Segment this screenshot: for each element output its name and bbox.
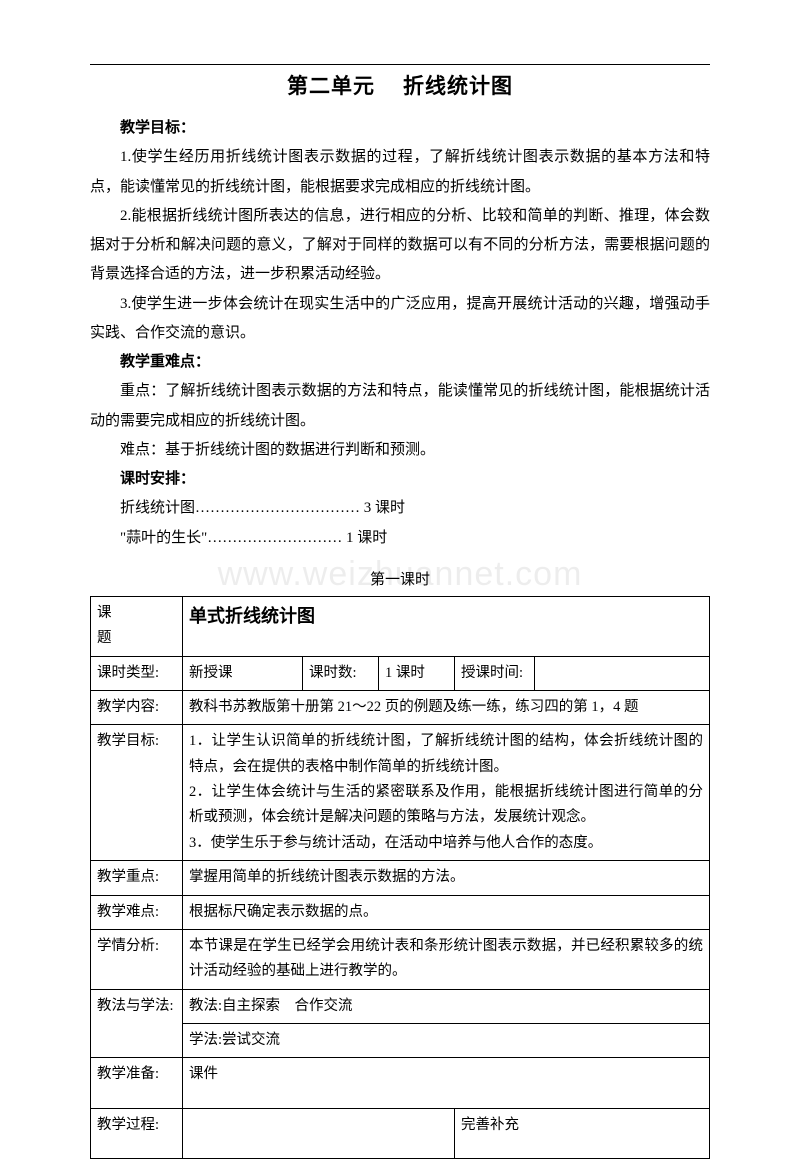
table-row: 课时类型: 新授课 课时数: 1 课时 授课时间: bbox=[91, 656, 710, 690]
cell-prep-value: 课件 bbox=[183, 1058, 710, 1108]
cell-keypoint-value: 掌握用简单的折线统计图表示数据的方法。 bbox=[183, 861, 710, 895]
cell-stu-label: 学情分析: bbox=[91, 929, 183, 989]
unit-title: 第二单元 折线统计图 bbox=[90, 70, 710, 100]
cell-prep-label: 教学准备: bbox=[91, 1058, 183, 1108]
heading-keydiff: 教学重难点： bbox=[90, 348, 710, 377]
cell-type-v1: 新授课 bbox=[183, 656, 303, 690]
cell-type-label: 课时类型: bbox=[91, 656, 183, 690]
topic-label-text: 课 题 bbox=[97, 605, 150, 646]
cell-stu-value: 本节课是在学生已经学会用统计表和条形统计图表示数据，并已经积累较多的统计活动经验… bbox=[183, 929, 710, 989]
goals-p3: 3.使学生进一步体会统计在现实生活中的广泛应用，提高开展统计活动的兴趣，增强动手… bbox=[90, 290, 710, 349]
table-row: 学情分析: 本节课是在学生已经学会用统计表和条形统计图表示数据，并已经积累较多的… bbox=[91, 929, 710, 989]
top-rule bbox=[90, 64, 710, 65]
goals-p2: 2.能根据折线统计图所表达的信息，进行相应的分析、比较和简单的判断、推理，体会数… bbox=[90, 202, 710, 290]
heading-goals: 教学目标： bbox=[90, 114, 710, 143]
table-row: 教学过程: 完善补充 bbox=[91, 1108, 710, 1158]
cell-topic-label: 课 题 bbox=[91, 596, 183, 656]
cell-method-label: 教法与学法: bbox=[91, 989, 183, 1058]
table-row: 教学准备: 课件 bbox=[91, 1058, 710, 1108]
lesson-number: 第一课时 bbox=[90, 567, 710, 594]
lesson-table: 课 题 单式折线统计图 课时类型: 新授课 课时数: 1 课时 授课时间: 教学… bbox=[90, 596, 710, 1159]
cell-goal-label: 教学目标: bbox=[91, 725, 183, 861]
table-row: 教学内容: 教科书苏教版第十册第 21～22 页的例题及练一练，练习四的第 1，… bbox=[91, 690, 710, 724]
schedule-line2: "蒜叶的生长"……………………… 1 课时 bbox=[90, 524, 710, 553]
table-row: 教学重点: 掌握用简单的折线统计图表示数据的方法。 bbox=[91, 861, 710, 895]
cell-type-c3: 授课时间: bbox=[455, 656, 535, 690]
title-part1: 第二单元 bbox=[287, 74, 375, 98]
cell-type-c2: 课时数: bbox=[303, 656, 379, 690]
keydiff-p2: 难点：基于折线统计图的数据进行判断和预测。 bbox=[90, 436, 710, 465]
table-row: 学法:尝试交流 bbox=[91, 1024, 710, 1058]
table-row: 教法与学法: 教法:自主探索 合作交流 bbox=[91, 989, 710, 1023]
cell-proc-label: 教学过程: bbox=[91, 1108, 183, 1158]
cell-method-v1: 教法:自主探索 合作交流 bbox=[183, 989, 710, 1023]
cell-proc-mid bbox=[183, 1108, 455, 1158]
topic-value-text: 单式折线统计图 bbox=[189, 606, 315, 626]
schedule-line1: 折线统计图…………………………… 3 课时 bbox=[90, 494, 710, 523]
table-row: 教学目标: 1．让学生认识简单的折线统计图，了解折线统计图的结构，体会折线统计图… bbox=[91, 725, 710, 861]
cell-goal-value: 1．让学生认识简单的折线统计图，了解折线统计图的结构，体会折线统计图的特点，会在… bbox=[183, 725, 710, 861]
cell-method-v2: 学法:尝试交流 bbox=[183, 1024, 710, 1058]
heading-schedule: 课时安排： bbox=[90, 465, 710, 494]
goals-p1: 1.使学生经历用折线统计图表示数据的过程，了解折线统计图表示数据的基本方法和特点… bbox=[90, 143, 710, 202]
cell-content-value: 教科书苏教版第十册第 21～22 页的例题及练一练，练习四的第 1，4 题 bbox=[183, 690, 710, 724]
cell-proc-right: 完善补充 bbox=[455, 1108, 710, 1158]
title-part2: 折线统计图 bbox=[403, 74, 513, 98]
keydiff-p1: 重点：了解折线统计图表示数据的方法和特点，能读懂常见的折线统计图，能根据统计活动… bbox=[90, 377, 710, 436]
cell-diff-label: 教学难点: bbox=[91, 895, 183, 929]
table-row: 教学难点: 根据标尺确定表示数据的点。 bbox=[91, 895, 710, 929]
cell-content-label: 教学内容: bbox=[91, 690, 183, 724]
page-content: 第二单元 折线统计图 教学目标： 1.使学生经历用折线统计图表示数据的过程，了解折… bbox=[90, 70, 710, 1159]
cell-topic-value: 单式折线统计图 bbox=[183, 596, 710, 656]
cell-keypoint-label: 教学重点: bbox=[91, 861, 183, 895]
cell-type-v3 bbox=[535, 656, 710, 690]
table-row: 课 题 单式折线统计图 bbox=[91, 596, 710, 656]
cell-type-v2: 1 课时 bbox=[379, 656, 455, 690]
cell-diff-value: 根据标尺确定表示数据的点。 bbox=[183, 895, 710, 929]
